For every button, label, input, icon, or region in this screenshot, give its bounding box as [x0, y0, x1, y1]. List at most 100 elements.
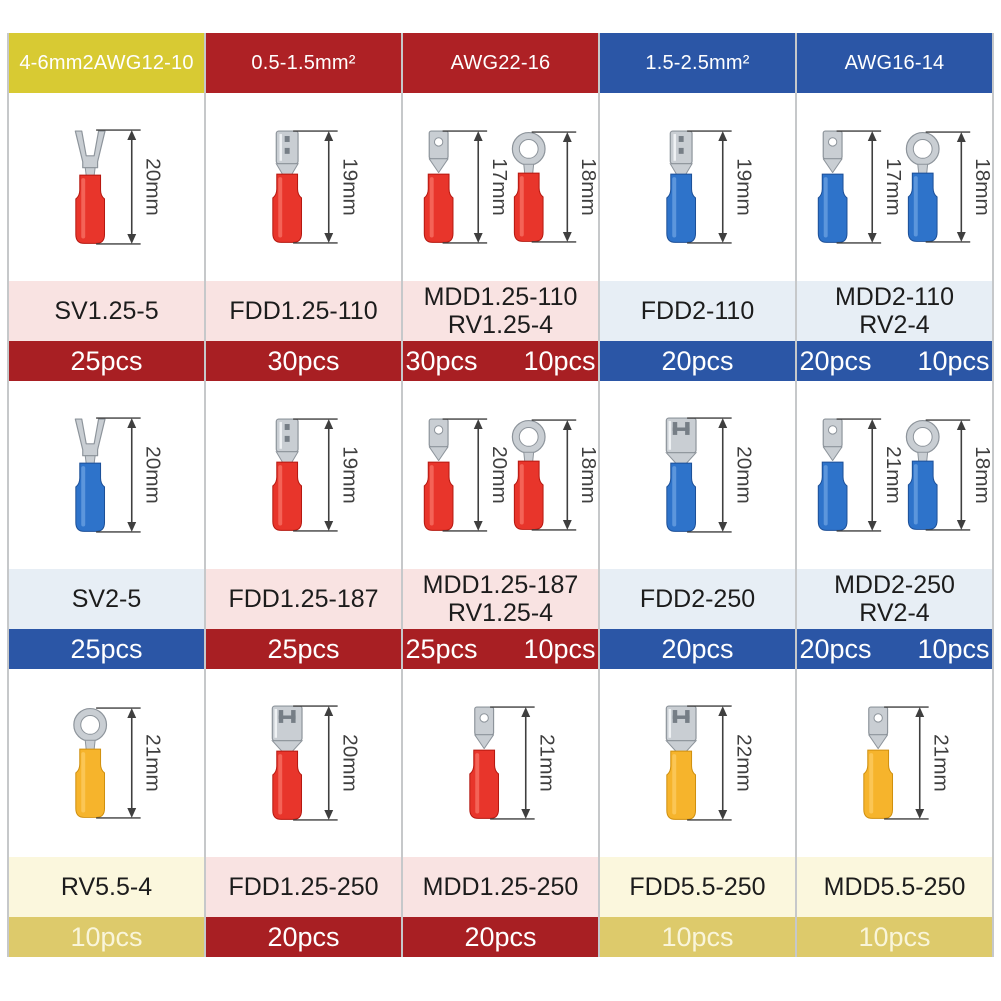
svg-text:17mm: 17mm [488, 158, 511, 216]
svg-text:20mm: 20mm [339, 734, 362, 792]
model-name: RV2-4 [859, 311, 930, 339]
model-name: MDD2-250 [834, 571, 955, 599]
terminal-illustration: 20mm [206, 669, 401, 857]
svg-text:20mm: 20mm [733, 446, 756, 504]
count-bar: 25pcs [206, 629, 401, 669]
svg-text:18mm: 18mm [971, 158, 992, 216]
terminal-illustration: 21mm [403, 669, 598, 857]
count-value: 10pcs [523, 633, 596, 664]
model-name: FDD2-110 [640, 297, 755, 325]
model-name: SV2-5 [71, 585, 142, 613]
model-label: SV1.25-5 [9, 281, 204, 341]
model-name: FDD5.5-250 [629, 873, 766, 901]
terminal-illustration: 17mm 18mm [403, 93, 598, 281]
column-header: AWG16-14 [797, 33, 992, 93]
terminal-illustration: 20mm [9, 93, 204, 281]
model-name: FDD2-250 [639, 585, 756, 613]
count-value: 10pcs [858, 921, 931, 952]
svg-text:18mm: 18mm [577, 158, 598, 216]
svg-text:20mm: 20mm [488, 446, 511, 504]
count-bar: 25pcs [9, 629, 204, 669]
terminal-illustration: 21mm [9, 669, 204, 857]
count-bar: 20pcs [600, 341, 795, 381]
model-label: FDD1.25-250 [206, 857, 401, 917]
model-label: MDD2-110 RV2-4 [797, 281, 992, 341]
terminal-illustration: 20mm [9, 381, 204, 569]
count-bar: 25pcs [9, 341, 204, 381]
column-header: 1.5-2.5mm² [600, 33, 795, 93]
count-bar: 20pcs 10pcs [797, 629, 992, 669]
count-value: 20pcs [661, 633, 734, 664]
svg-text:21mm: 21mm [536, 734, 559, 792]
count-value: 10pcs [917, 345, 990, 376]
count-bar: 10pcs [600, 917, 795, 957]
model-name: FDD1.25-250 [228, 873, 379, 901]
count-value: 20pcs [661, 345, 734, 376]
grid-column: 0.5-1.5mm² 19mm FDD1.25-110 30pcs 19mm F… [204, 33, 401, 957]
terminal-illustration: 19mm [206, 381, 401, 569]
count-value: 25pcs [405, 633, 478, 664]
count-value: 10pcs [70, 921, 143, 952]
count-value: 30pcs [267, 345, 340, 376]
count-value: 25pcs [70, 345, 143, 376]
terminal-illustration: 20mm [600, 381, 795, 569]
column-header: 4-6mm2AWG12-10 [9, 33, 204, 93]
terminal-illustration: 20mm 18mm [403, 381, 598, 569]
count-bar: 10pcs [797, 917, 992, 957]
count-bar: 30pcs 10pcs [403, 341, 598, 381]
model-name: RV1.25-4 [447, 311, 554, 339]
model-label: MDD1.25-110 RV1.25-4 [403, 281, 598, 341]
model-name: MDD1.25-250 [422, 873, 579, 901]
model-label: SV2-5 [9, 569, 204, 629]
count-value: 25pcs [267, 633, 340, 664]
count-value: 20pcs [267, 921, 340, 952]
model-name: RV5.5-4 [60, 873, 153, 901]
count-bar: 10pcs [9, 917, 204, 957]
model-label: MDD2-250 RV2-4 [797, 569, 992, 629]
svg-text:19mm: 19mm [733, 158, 756, 216]
model-name: MDD5.5-250 [823, 873, 966, 901]
terminal-illustration: 22mm [600, 669, 795, 857]
model-name: SV1.25-5 [54, 297, 159, 325]
model-label: MDD5.5-250 [797, 857, 992, 917]
count-value: 30pcs [405, 345, 478, 376]
count-bar: 20pcs [206, 917, 401, 957]
column-header: 0.5-1.5mm² [206, 33, 401, 93]
svg-text:18mm: 18mm [971, 446, 992, 504]
svg-text:21mm: 21mm [882, 446, 905, 504]
count-value: 20pcs [799, 345, 872, 376]
grid-column: 4-6mm2AWG12-10 20mm SV1.25-5 25pcs 20mm … [7, 33, 204, 957]
model-name: RV1.25-4 [447, 599, 554, 627]
count-bar: 30pcs [206, 341, 401, 381]
terminal-illustration: 17mm 18mm [797, 93, 992, 281]
terminal-illustration: 19mm [206, 93, 401, 281]
model-label: FDD1.25-187 [206, 569, 401, 629]
count-value: 20pcs [799, 633, 872, 664]
grid-column: AWG16-14 17mm 18mm MDD2-110 RV2-4 20pcs … [795, 33, 992, 957]
count-value: 10pcs [917, 633, 990, 664]
svg-text:20mm: 20mm [142, 446, 165, 504]
count-value: 20pcs [464, 921, 537, 952]
model-name: FDD1.25-110 [229, 297, 378, 325]
model-label: FDD2-250 [600, 569, 795, 629]
terminal-illustration: 19mm [600, 93, 795, 281]
terminal-illustration: 21mm 18mm [797, 381, 992, 569]
model-name: MDD1.25-187 [422, 571, 579, 599]
terminal-illustration: 21mm [797, 669, 992, 857]
model-name: RV2-4 [859, 599, 930, 627]
model-label: MDD1.25-187 RV1.25-4 [403, 569, 598, 629]
product-grid: 4-6mm2AWG12-10 20mm SV1.25-5 25pcs 20mm … [7, 33, 994, 957]
count-value: 25pcs [70, 633, 143, 664]
model-label: RV5.5-4 [9, 857, 204, 917]
svg-text:22mm: 22mm [733, 734, 756, 792]
count-bar: 25pcs 10pcs [403, 629, 598, 669]
svg-text:18mm: 18mm [577, 446, 598, 504]
count-value: 10pcs [661, 921, 734, 952]
model-name: MDD2-110 [834, 283, 955, 311]
model-label: FDD5.5-250 [600, 857, 795, 917]
grid-column: 1.5-2.5mm² 19mm FDD2-110 20pcs 20mm FDD2… [598, 33, 795, 957]
count-bar: 20pcs [600, 629, 795, 669]
model-label: FDD1.25-110 [206, 281, 401, 341]
svg-text:20mm: 20mm [142, 158, 165, 216]
